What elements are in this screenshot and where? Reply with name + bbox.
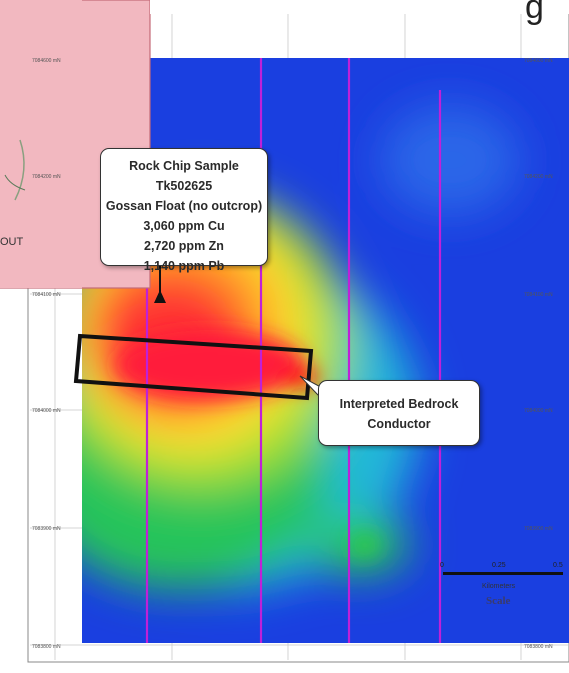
svg-text:7084100 mN: 7084100 mN [32, 292, 61, 298]
svg-text:7083800 mN: 7083800 mN [524, 644, 553, 650]
scale-tick-label: 0.25 [492, 562, 506, 569]
svg-text:7084600 mN: 7084600 mN [524, 58, 553, 64]
svg-text:7084100 mN: 7084100 mN [524, 292, 553, 298]
conductor-outline [73, 333, 314, 401]
rock-chip-callout: Rock Chip Sample Tk502625 Gossan Float (… [100, 148, 268, 273]
svg-text:7083900 mN: 7083900 mN [524, 526, 553, 532]
svg-text:7084000 mN: 7084000 mN [32, 408, 61, 414]
sample-marker-icon [154, 290, 166, 303]
banner-text-fragment: g [525, 0, 544, 26]
scale-tick-label: 0 [440, 562, 444, 569]
callout-line: 3,060 ppm Cu [143, 219, 225, 233]
conductor-callout: Interpreted Bedrock Conductor [318, 380, 480, 446]
svg-text:7084200 mN: 7084200 mN [32, 174, 61, 180]
scale-bar-line [443, 572, 563, 575]
scale-title: Scale [486, 595, 511, 607]
callout-line: Gossan Float (no outcrop) [105, 199, 263, 213]
callout-line: Conductor [367, 417, 431, 431]
inset-label: OUT [0, 236, 24, 248]
coordinate-tick-labels: 7084600 mN 7084200 mN 7084100 mN 7084000… [32, 58, 553, 650]
callout-line: Interpreted Bedrock [339, 397, 459, 411]
svg-text:7084200 mN: 7084200 mN [524, 174, 553, 180]
callout-line: 1,140 ppm Pb [143, 259, 225, 273]
svg-text:7083800 mN: 7083800 mN [32, 644, 61, 650]
scale-tick-label: 0.5 [553, 562, 563, 569]
svg-text:7084600 mN: 7084600 mN [32, 58, 61, 64]
callout-line: Rock Chip Sample Tk502625 [129, 159, 239, 193]
svg-text:7084000 mN: 7084000 mN [524, 408, 553, 414]
scale-units: Kilometers [482, 583, 516, 590]
em-anomaly-raster [82, 58, 569, 643]
callout-line: 2,720 ppm Zn [144, 239, 224, 253]
svg-text:7083900 mN: 7083900 mN [32, 526, 61, 532]
